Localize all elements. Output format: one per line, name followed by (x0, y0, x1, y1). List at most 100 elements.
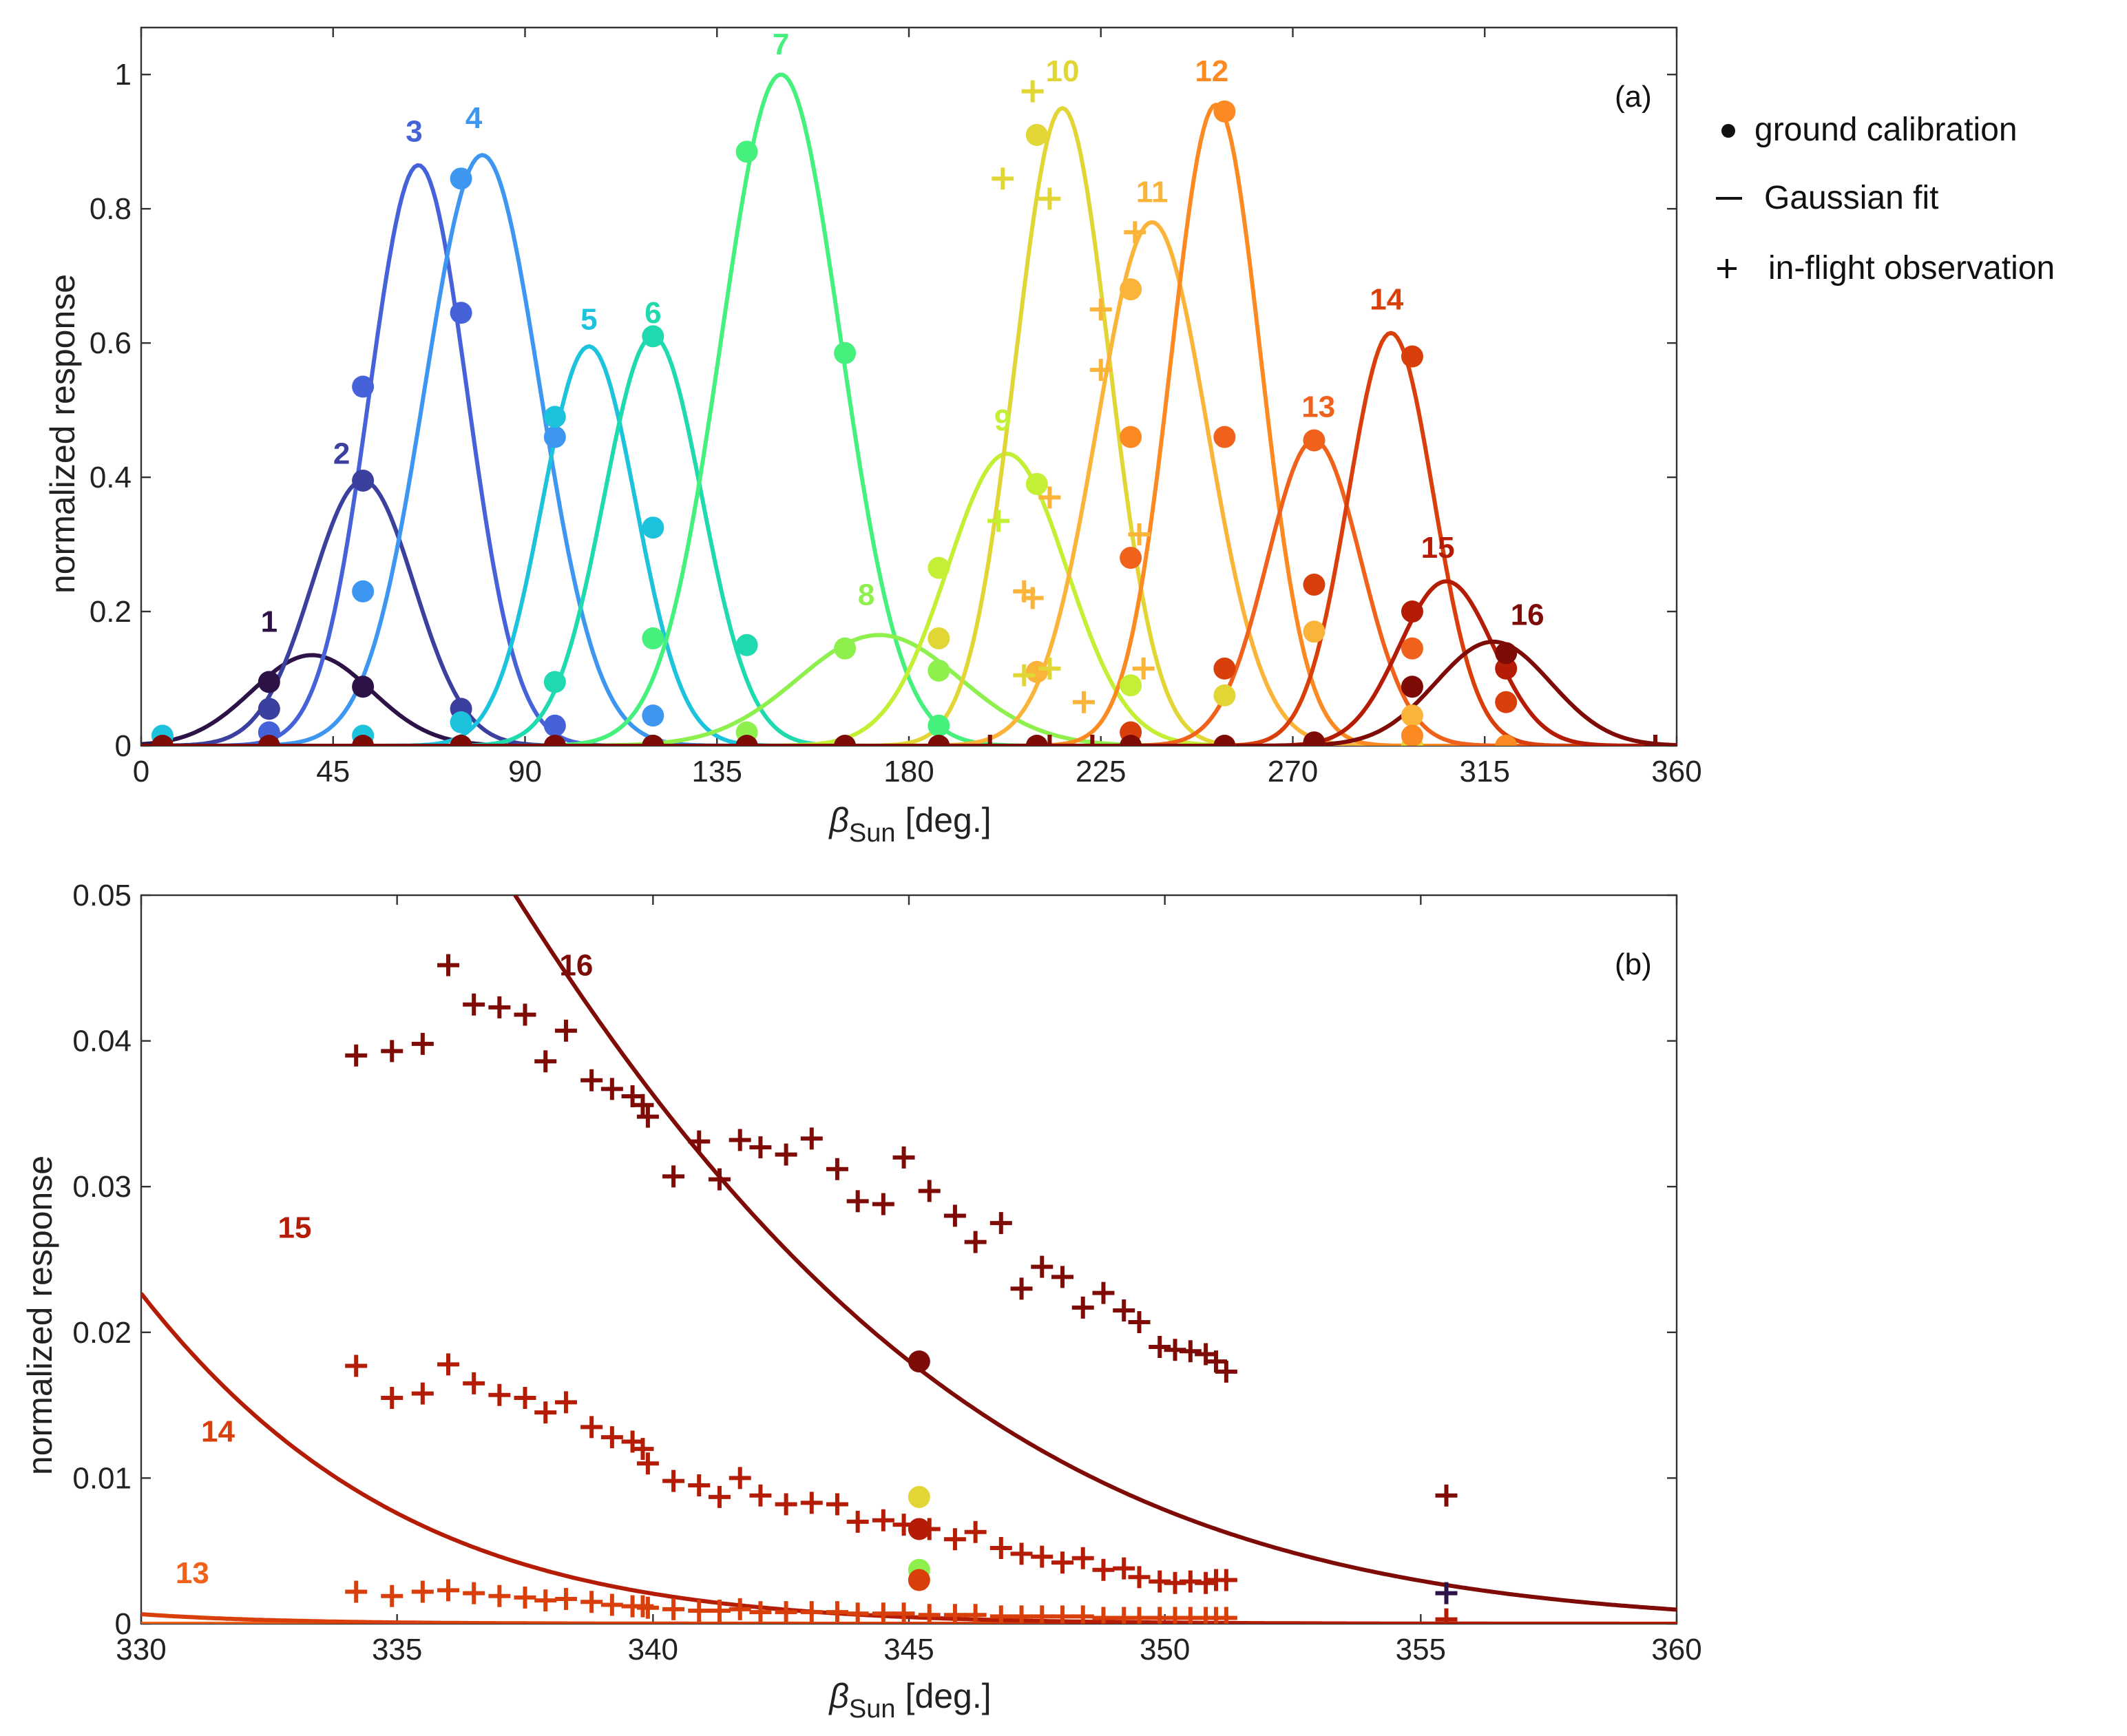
panel-a-x-tick-label: 315 (1460, 755, 1510, 788)
in-flight-marker-15 (826, 1493, 848, 1516)
in-flight-marker-14 (514, 1586, 536, 1609)
ground-calibration-point-7 (834, 342, 857, 364)
ground-calibration-point-10 (1025, 123, 1048, 146)
in-flight-marker-16 (580, 1069, 603, 1091)
ground-calibration-point-15 (1495, 657, 1518, 680)
in-flight-marker-16 (846, 1190, 869, 1213)
in-flight-marker-16 (800, 1127, 823, 1150)
panel-b-x-tick-label: 330 (116, 1633, 166, 1666)
panel-b-series-layer (141, 895, 1677, 1624)
panel-a-y-tick-label: 1 (115, 58, 132, 92)
in-flight-marker-15 (488, 1383, 511, 1406)
in-flight-marker-15 (1113, 1557, 1135, 1580)
panel-a-x-tick-label: 225 (1076, 755, 1126, 788)
panel-a-x-tick-label: 90 (508, 755, 542, 788)
in-flight-marker-16 (892, 1146, 915, 1169)
in-flight-marker-16 (978, 735, 1001, 746)
in-flight-marker-14 (1092, 1607, 1115, 1624)
in-flight-marker-16 (411, 1032, 434, 1055)
in-flight-marker-15 (1071, 1547, 1094, 1569)
in-flight-marker-14 (918, 1604, 941, 1624)
curve-label-2: 2 (333, 437, 350, 471)
panel-a-y-tick-label: 0.4 (90, 461, 132, 494)
in-flight-marker-15 (1215, 1569, 1237, 1591)
ground-calibration-point-12 (1495, 735, 1518, 746)
panel-a-x-axis-title: βSun [deg.] (828, 801, 991, 848)
ground-calibration-point-7 (928, 714, 950, 737)
ground-calibration-point-5 (543, 406, 566, 428)
panel-a-series-layer (141, 72, 1677, 746)
in-flight-marker-16 (1031, 1255, 1054, 1278)
panel-a-y-axis-title: normalized response (43, 274, 82, 594)
ground-calibration-point-16 (1025, 735, 1048, 746)
ground-calibration-point-16 (352, 735, 375, 746)
in-flight-marker-14 (1215, 1607, 1237, 1624)
in-flight-marker-16 (1051, 1266, 1073, 1288)
panel-a-y-tick-label: 0 (115, 729, 132, 763)
ground-calibration-point-13 (1213, 426, 1236, 448)
in-flight-marker-11 (1072, 691, 1095, 713)
in-flight-marker-16 (662, 1165, 685, 1188)
in-flight-marker-14 (846, 1602, 869, 1624)
in-flight-marker-15 (943, 1528, 966, 1551)
in-flight-marker-14 (943, 1604, 966, 1624)
ground-calibration-point-16 (1120, 735, 1142, 746)
ground-calibration-point-11 (1025, 660, 1048, 683)
curve-label-16: 16 (1511, 598, 1544, 632)
in-flight-marker-15 (1195, 1571, 1217, 1594)
panel-a-y-tick-label: 0.6 (90, 326, 132, 360)
ground-calibration-point-13 (1120, 547, 1142, 569)
ground-calibration-point-16 (1303, 731, 1326, 746)
ground-calibration-point-9 (1120, 674, 1142, 697)
in-flight-marker-16 (1081, 735, 1104, 746)
ground-calibration-point-16 (258, 735, 280, 746)
ground-calibration-point-12 (1120, 426, 1142, 448)
ground-calibration-point-2 (258, 698, 280, 720)
ground-calibration-point-7 (642, 627, 664, 650)
panel-a-x-tick-label: 135 (692, 755, 742, 788)
in-flight-marker-15 (1010, 1542, 1033, 1565)
in-flight-marker-16 (775, 1143, 797, 1166)
in-flight-marker-16 (1071, 1296, 1094, 1319)
panel-b-y-tick-label: 0.05 (72, 879, 132, 912)
in-flight-marker-16 (514, 1003, 536, 1026)
panel-a-x-tick-label: 270 (1268, 755, 1318, 788)
ground-calibration-point-6 (735, 634, 758, 656)
in-flight-marker-14 (989, 1605, 1012, 1624)
ground-calibration-point-6 (642, 325, 664, 348)
in-flight-marker-16 (1010, 1277, 1033, 1300)
in-flight-marker-14 (580, 1591, 603, 1613)
fit-curve-1 (141, 653, 1677, 746)
ground-calibration-point-6 (543, 671, 566, 693)
in-flight-marker-16 (1215, 1360, 1237, 1383)
panel-b-y-tick-label: 0.04 (72, 1025, 132, 1058)
fit-curve-2 (141, 479, 1677, 746)
in-flight-marker-14 (488, 1585, 511, 1607)
in-flight-marker-14 (534, 1589, 557, 1612)
panel-b-y-tick-label: 0.02 (72, 1316, 132, 1350)
curve-label-4: 4 (465, 101, 483, 135)
in-flight-marker-16 (826, 1158, 848, 1180)
in-flight-marker-16 (688, 1130, 711, 1153)
in-flight-marker-14 (636, 1596, 659, 1619)
in-flight-marker-14 (872, 1602, 894, 1624)
in-flight-marker-10 (1038, 187, 1061, 210)
ground-calibration-point-3 (450, 302, 472, 324)
in-flight-marker-11 (1089, 359, 1112, 381)
ground-calibration-point-11 (1120, 278, 1142, 301)
in-flight-marker-15 (964, 1520, 987, 1543)
in-flight-marker-16 (1092, 1282, 1115, 1304)
in-flight-marker-15 (749, 1484, 772, 1507)
in-flight-marker-16 (1205, 1350, 1227, 1373)
panel-b-y-tick-label: 0 (115, 1607, 132, 1641)
ground-calibration-point-7 (735, 140, 758, 163)
ground-calibration-point-3 (543, 714, 566, 737)
in-flight-marker-15 (381, 1387, 404, 1410)
in-flight-marker-15 (918, 1518, 941, 1540)
in-flight-marker-15 (1435, 1608, 1458, 1624)
panel-b-x-axis-unit: [deg.] (905, 1677, 992, 1715)
ground-calibration-point-11 (1401, 704, 1423, 727)
in-flight-marker-15 (989, 1536, 1012, 1559)
panel-b-x-tick-label: 355 (1396, 1633, 1446, 1666)
